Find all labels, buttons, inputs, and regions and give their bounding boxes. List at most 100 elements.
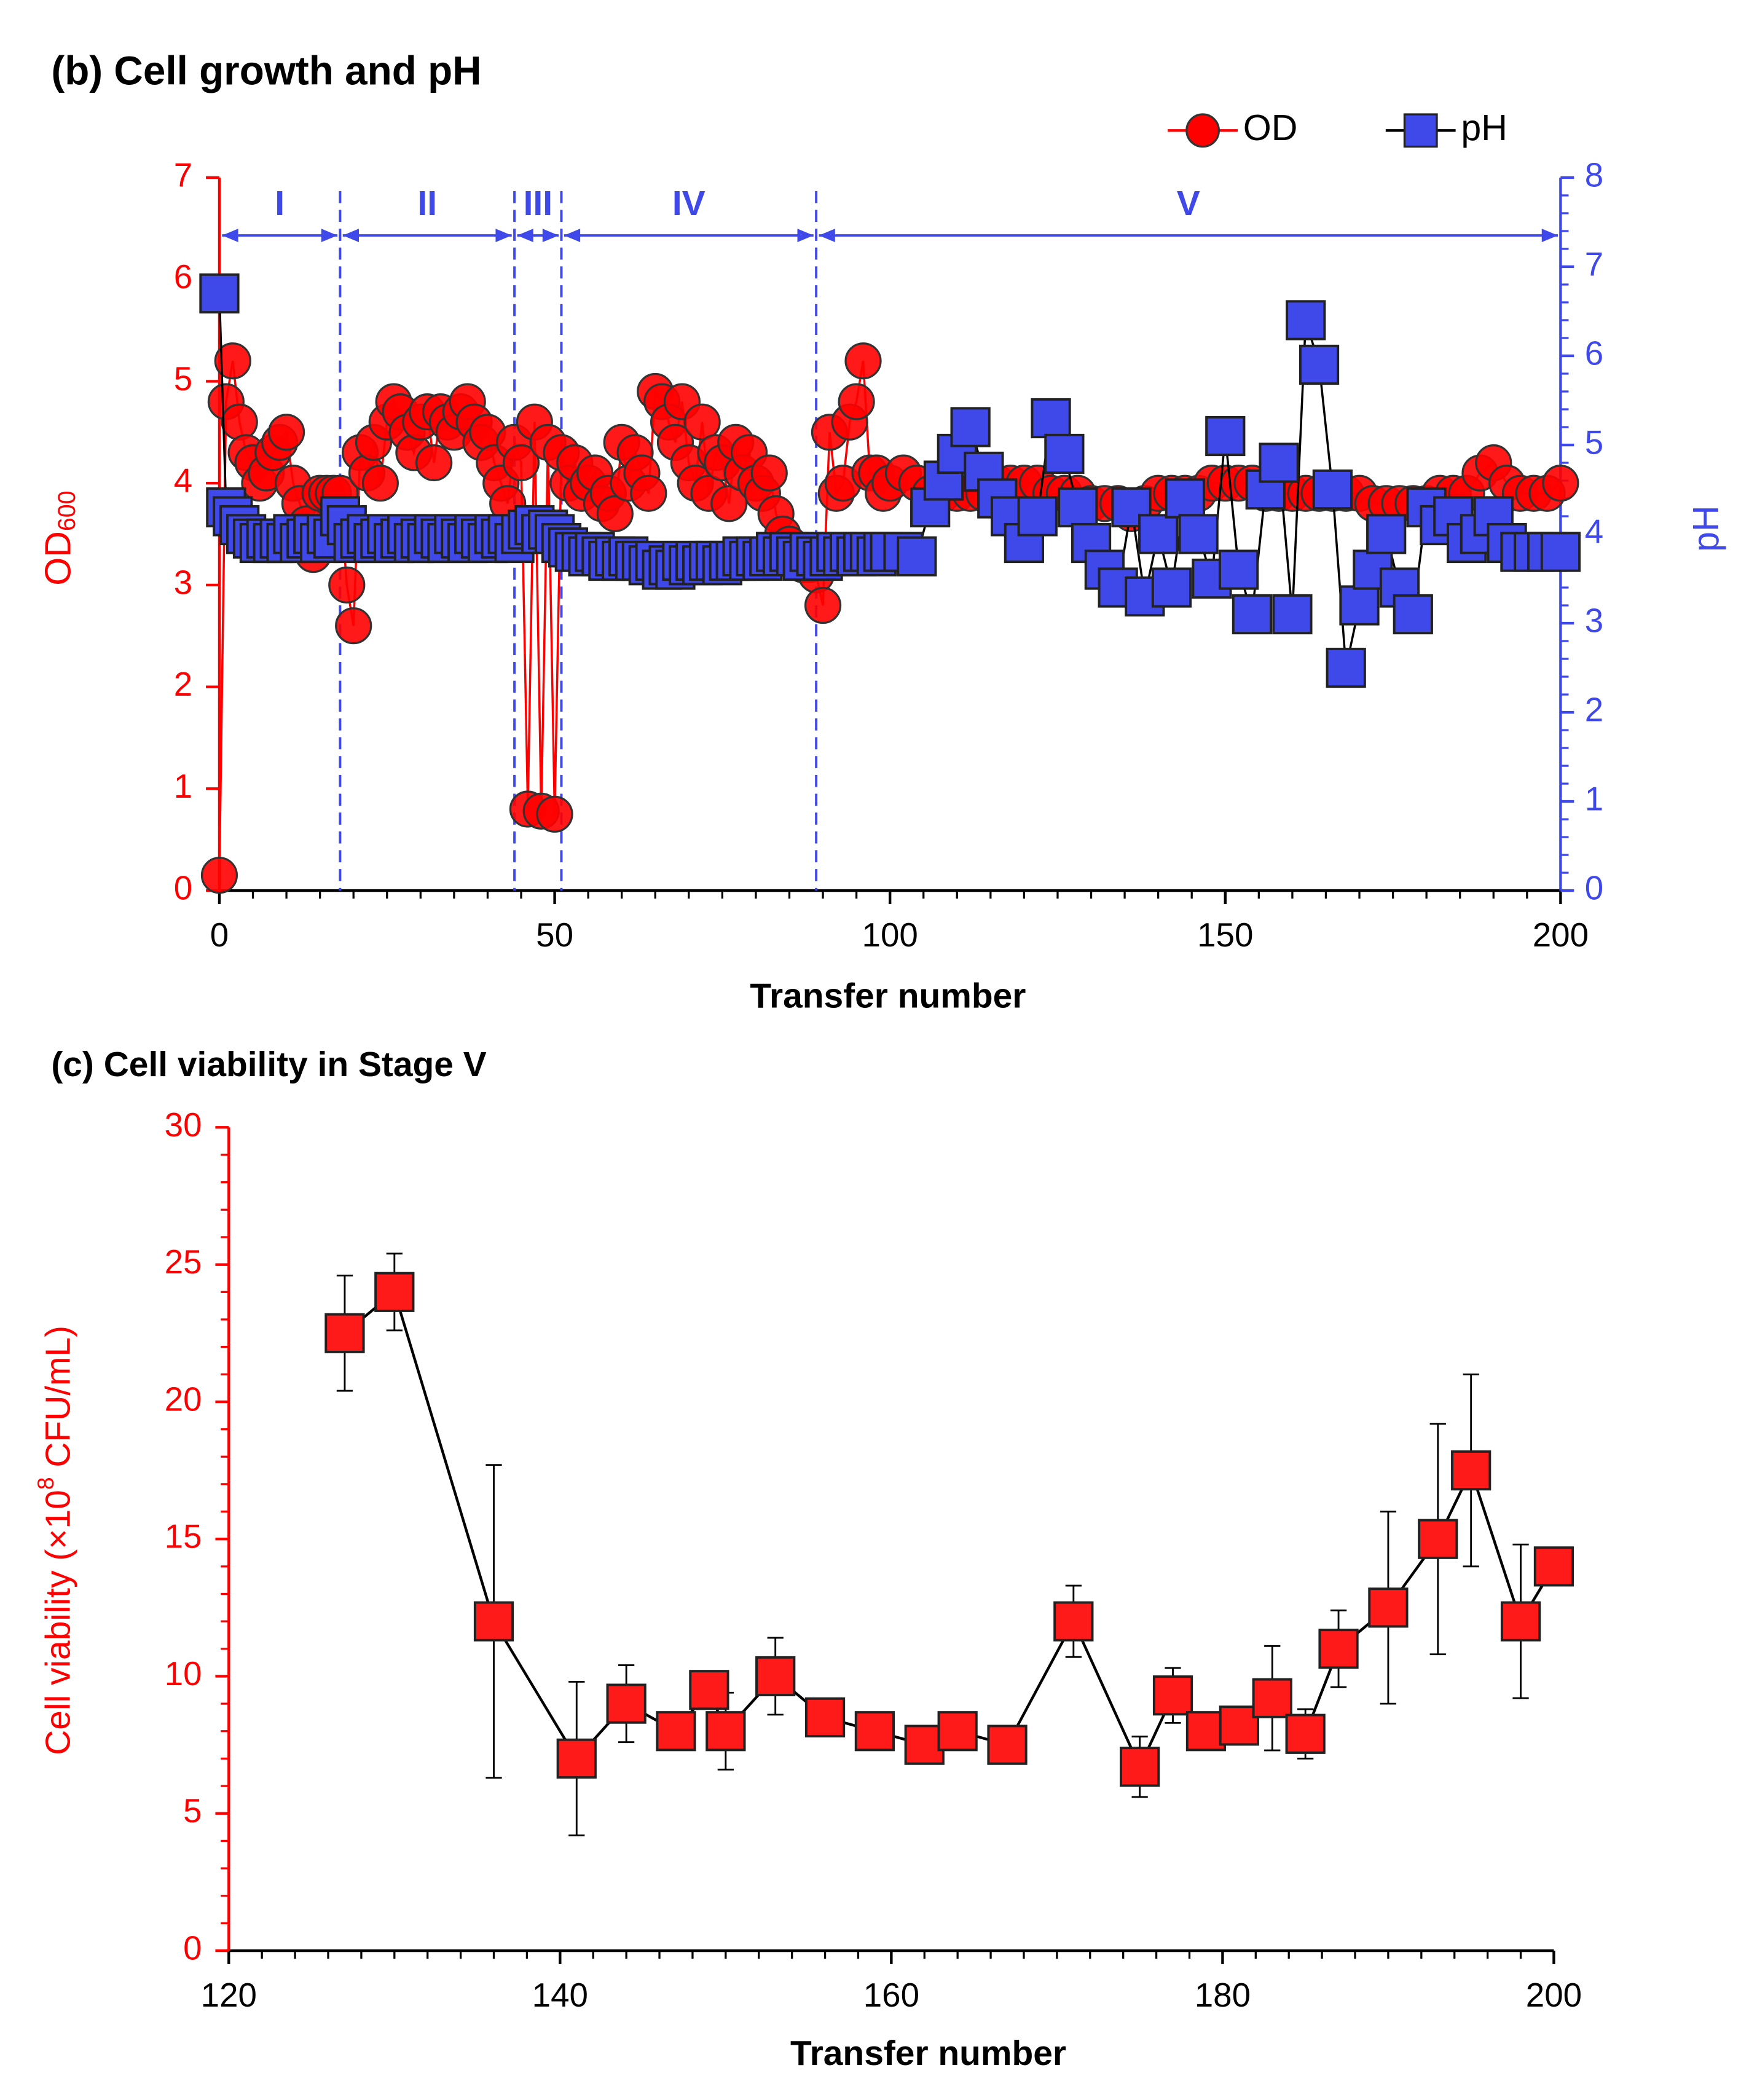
y2-tick-label: 8 bbox=[1585, 155, 1603, 194]
legend-label: pH bbox=[1461, 107, 1507, 148]
data-point bbox=[1031, 398, 1071, 439]
data-point bbox=[804, 1697, 846, 1738]
arrow-head bbox=[819, 229, 835, 243]
data-point bbox=[214, 342, 251, 380]
x-tick-label: 180 bbox=[1195, 1976, 1251, 2014]
data-point bbox=[1272, 594, 1313, 635]
x-tick-label: 0 bbox=[210, 916, 229, 954]
stage-label: I bbox=[275, 184, 285, 223]
data-point bbox=[1232, 594, 1273, 635]
data-point bbox=[415, 444, 453, 482]
data-point bbox=[267, 414, 305, 451]
data-point bbox=[1138, 514, 1179, 554]
y-axis-label: Cell viability (×108 CFU/mL) bbox=[33, 1326, 78, 1755]
x-tick-label: 160 bbox=[863, 1976, 919, 2014]
data-point bbox=[324, 1313, 365, 1353]
data-point bbox=[328, 566, 366, 604]
data-point bbox=[200, 857, 238, 894]
y2-tick-label: 4 bbox=[1585, 512, 1603, 550]
y-tick-label: 6 bbox=[174, 258, 192, 296]
data-point bbox=[1451, 1450, 1492, 1491]
data-point bbox=[473, 1601, 514, 1642]
data-point bbox=[1044, 433, 1085, 474]
data-point bbox=[199, 273, 240, 314]
series-line bbox=[344, 1289, 1555, 1771]
stage-label: V bbox=[1177, 184, 1200, 223]
y2-tick-label: 1 bbox=[1585, 780, 1603, 818]
y-tick-label: 1 bbox=[174, 767, 192, 805]
data-point bbox=[1339, 585, 1380, 626]
data-point bbox=[844, 342, 882, 380]
data-point bbox=[1299, 344, 1340, 385]
data-point bbox=[374, 1272, 415, 1312]
y-tick-label: 7 bbox=[174, 155, 192, 194]
data-point bbox=[596, 495, 634, 532]
y-tick-label: 0 bbox=[174, 869, 192, 907]
data-point bbox=[335, 607, 372, 645]
data-point bbox=[1533, 1546, 1574, 1587]
y-tick-label: 20 bbox=[165, 1380, 202, 1418]
x-tick-label: 150 bbox=[1197, 916, 1253, 954]
y2-tick-label: 2 bbox=[1585, 691, 1603, 729]
data-point bbox=[838, 383, 875, 420]
y-axis-label-main: OD bbox=[37, 531, 78, 586]
data-point bbox=[750, 454, 788, 492]
legend-label: OD bbox=[1243, 107, 1298, 148]
y-tick-label: 3 bbox=[174, 563, 192, 601]
data-point bbox=[1219, 1705, 1259, 1746]
x-tick-label: 100 bbox=[862, 916, 918, 954]
stage-label: III bbox=[524, 184, 552, 223]
data-point bbox=[556, 1738, 597, 1779]
y-tick-label: 15 bbox=[165, 1517, 202, 1555]
y2-tick-label: 5 bbox=[1585, 423, 1603, 461]
data-point bbox=[1366, 514, 1407, 554]
y-tick-label: 2 bbox=[174, 665, 192, 703]
data-point bbox=[502, 444, 540, 482]
data-point bbox=[1058, 487, 1098, 528]
y-tick-label: 5 bbox=[183, 1791, 202, 1830]
data-point bbox=[1165, 478, 1205, 519]
y-axis-label: OD600 bbox=[37, 490, 81, 585]
y-axis-label-part: Cell viability (×10 bbox=[39, 1490, 78, 1755]
chart-title: (b) Cell growth and pH bbox=[51, 49, 481, 93]
y-tick-label: 0 bbox=[183, 1929, 202, 1967]
y-tick-label: 10 bbox=[165, 1654, 202, 1693]
x-axis-label: Transfer number bbox=[750, 976, 1026, 1015]
data-point bbox=[950, 407, 991, 447]
data-point bbox=[1178, 514, 1219, 554]
data-point bbox=[937, 1711, 978, 1752]
data-point bbox=[1312, 469, 1353, 510]
data-point bbox=[683, 403, 721, 441]
chart-title: (c) Cell viability in Stage V bbox=[51, 1045, 486, 1084]
y-tick-label: 25 bbox=[165, 1243, 202, 1281]
y-axis-label-sup: 8 bbox=[33, 1477, 58, 1490]
arrow-head bbox=[1541, 229, 1558, 243]
data-point bbox=[1259, 442, 1299, 483]
y2-tick-label: 3 bbox=[1585, 601, 1603, 639]
y-axis-label-part: CFU/mL) bbox=[39, 1326, 78, 1477]
data-point bbox=[1326, 647, 1366, 688]
x-tick-label: 50 bbox=[536, 916, 573, 954]
data-point bbox=[656, 1711, 696, 1752]
data-point bbox=[536, 795, 573, 833]
y-tick-label: 4 bbox=[174, 462, 192, 500]
arrow-head bbox=[517, 229, 533, 243]
arrow-head bbox=[797, 229, 814, 243]
data-point bbox=[804, 586, 842, 624]
data-point bbox=[1205, 415, 1246, 457]
data-point bbox=[1151, 567, 1192, 608]
arrow-head bbox=[495, 229, 512, 243]
stage-label: II bbox=[417, 184, 437, 223]
data-point bbox=[1500, 1601, 1541, 1642]
y-axis-label-sub: 600 bbox=[53, 490, 81, 531]
x-tick-label: 200 bbox=[1533, 916, 1589, 954]
data-point bbox=[1542, 465, 1579, 502]
data-point bbox=[361, 465, 399, 502]
data-point bbox=[606, 1683, 647, 1724]
x-tick-label: 140 bbox=[532, 1976, 588, 2014]
y-tick-label: 30 bbox=[165, 1106, 202, 1144]
arrow-head bbox=[222, 229, 238, 243]
y2-tick-label: 6 bbox=[1585, 334, 1603, 372]
x-axis-label: Transfer number bbox=[790, 2034, 1066, 2073]
legend-marker bbox=[1185, 113, 1220, 148]
